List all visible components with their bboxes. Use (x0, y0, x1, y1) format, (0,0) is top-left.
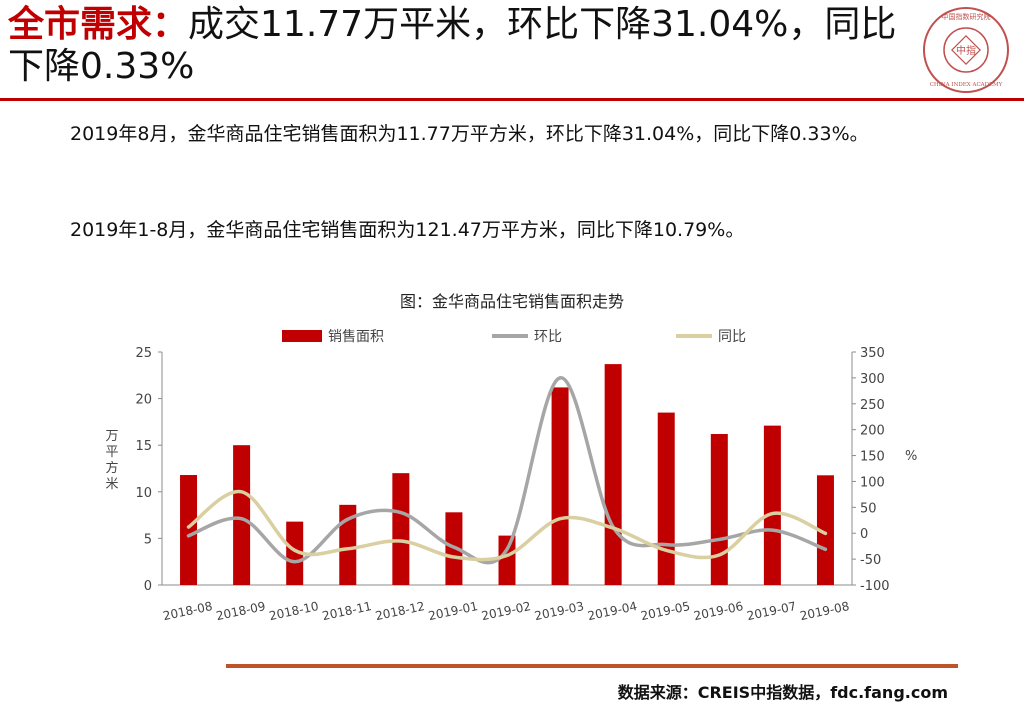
bar-sales (551, 387, 569, 585)
right-tick-label: 300 (860, 372, 885, 387)
left-axis-title: 方 (105, 460, 118, 476)
legend-swatch-mom (492, 334, 528, 338)
bar-sales (233, 445, 251, 585)
left-axis-title: 万 (105, 429, 118, 444)
left-tick-label: 0 (144, 579, 152, 594)
bar-sales (392, 473, 410, 585)
bar-sales (286, 521, 304, 585)
x-tick-label: 2019-08 (799, 599, 851, 623)
title-divider (0, 98, 1024, 101)
bar-sales (816, 475, 834, 585)
left-tick-label: 10 (135, 486, 152, 501)
x-tick-label: 2019-03 (533, 599, 585, 623)
x-tick-label: 2019-01 (427, 599, 479, 623)
academy-logo: 中指 中国指数研究院 CHINA INDEX ACADEMY (923, 7, 1009, 93)
line-mom (186, 376, 828, 565)
bar-sales (763, 425, 781, 585)
x-tick-label: 2018-09 (215, 599, 267, 623)
footer-divider (226, 664, 958, 668)
right-tick-label: 350 (860, 346, 885, 361)
bar-sales (339, 504, 357, 585)
left-tick-label: 5 (144, 532, 152, 547)
body-paragraph-1: 2019年8月，金华商品住宅销售面积为11.77万平方米，环比下降31.04%，… (70, 123, 869, 145)
title-text: 成交11.77万平米，环比下降31.04%，同比下降0.33% (8, 4, 897, 87)
x-tick-label: 2019-07 (746, 599, 798, 623)
legend-label-sales: 销售面积 (328, 329, 384, 345)
title-highlight: 全市需求： (8, 4, 189, 45)
right-tick-label: 100 (860, 475, 885, 490)
bar-sales (657, 412, 675, 585)
line-yoy (186, 490, 828, 562)
legend-item-sales: 销售面积 (282, 326, 384, 346)
left-tick-label: 25 (135, 346, 152, 361)
logo-ring-text: CHINA INDEX ACADEMY (930, 82, 1003, 88)
legend-item-yoy: 同比 (676, 326, 746, 346)
x-tick-label: 2018-08 (162, 599, 214, 623)
left-axis-title: 平 (105, 445, 118, 460)
right-tick-label: 50 (860, 501, 877, 516)
page-title: 全市需求：成交11.77万平米，环比下降31.04%，同比下降0.33% (8, 4, 908, 88)
x-tick-label: 2019-04 (586, 599, 638, 623)
x-tick-label: 2018-12 (374, 599, 426, 623)
data-source: 数据来源：CREIS中指数据，fdc.fang.com (617, 683, 948, 702)
logo-center-text: 中指 (956, 44, 976, 57)
right-tick-label: 150 (860, 450, 885, 465)
left-axis-title: 米 (105, 477, 118, 492)
legend-item-mom: 环比 (492, 326, 562, 346)
x-tick-label: 2019-05 (639, 599, 691, 623)
right-tick-label: -100 (860, 579, 890, 594)
x-tick-label: 2018-10 (268, 599, 320, 623)
x-tick-label: 2018-11 (321, 599, 373, 623)
bar-sales (180, 475, 198, 585)
legend-label-mom: 环比 (534, 329, 562, 345)
right-tick-label: 0 (860, 527, 868, 542)
legend-swatch-yoy (676, 334, 712, 338)
legend-swatch-sales (282, 330, 322, 342)
logo-top-text: 中国指数研究院 (942, 12, 991, 21)
x-tick-label: 2019-02 (480, 599, 532, 623)
right-tick-label: 200 (860, 424, 885, 439)
right-axis-title: % (905, 449, 917, 464)
right-tick-label: -50 (860, 553, 881, 568)
bar-sales (710, 434, 728, 585)
left-tick-label: 20 (135, 393, 152, 408)
body-paragraph-2: 2019年1-8月，金华商品住宅销售面积为121.47万平方米，同比下降10.7… (70, 219, 745, 241)
right-tick-label: 250 (860, 398, 885, 413)
bar-sales (604, 364, 622, 585)
x-tick-label: 2019-06 (692, 599, 744, 623)
bar-sales (498, 535, 516, 585)
legend-label-yoy: 同比 (718, 329, 746, 345)
left-tick-label: 15 (135, 439, 152, 454)
chart-title: 图：金华商品住宅销售面积走势 (399, 292, 624, 311)
